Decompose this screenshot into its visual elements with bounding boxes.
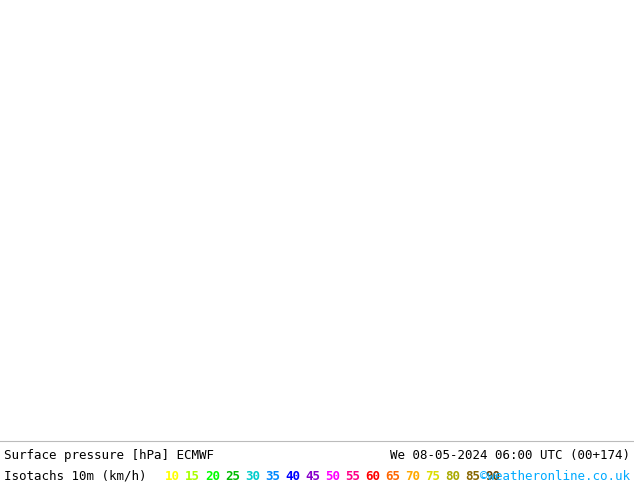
- Text: 55: 55: [345, 469, 360, 483]
- Text: 50: 50: [325, 469, 340, 483]
- Text: We 08-05-2024 06:00 UTC (00+174): We 08-05-2024 06:00 UTC (00+174): [390, 448, 630, 462]
- Text: 90: 90: [485, 469, 500, 483]
- Text: 25: 25: [225, 469, 240, 483]
- Text: 40: 40: [285, 469, 300, 483]
- Text: 70: 70: [405, 469, 420, 483]
- Text: Isotachs 10m (km/h): Isotachs 10m (km/h): [4, 469, 146, 483]
- Text: 80: 80: [445, 469, 460, 483]
- Text: 60: 60: [365, 469, 380, 483]
- Text: 10: 10: [165, 469, 180, 483]
- Text: ©weatheronline.co.uk: ©weatheronline.co.uk: [480, 469, 630, 483]
- Text: 15: 15: [185, 469, 200, 483]
- Text: 30: 30: [245, 469, 260, 483]
- Text: 35: 35: [265, 469, 280, 483]
- Text: 45: 45: [305, 469, 320, 483]
- Text: 85: 85: [465, 469, 480, 483]
- Text: Surface pressure [hPa] ECMWF: Surface pressure [hPa] ECMWF: [4, 448, 214, 462]
- Text: 65: 65: [385, 469, 400, 483]
- Text: 75: 75: [425, 469, 440, 483]
- Text: 20: 20: [205, 469, 220, 483]
